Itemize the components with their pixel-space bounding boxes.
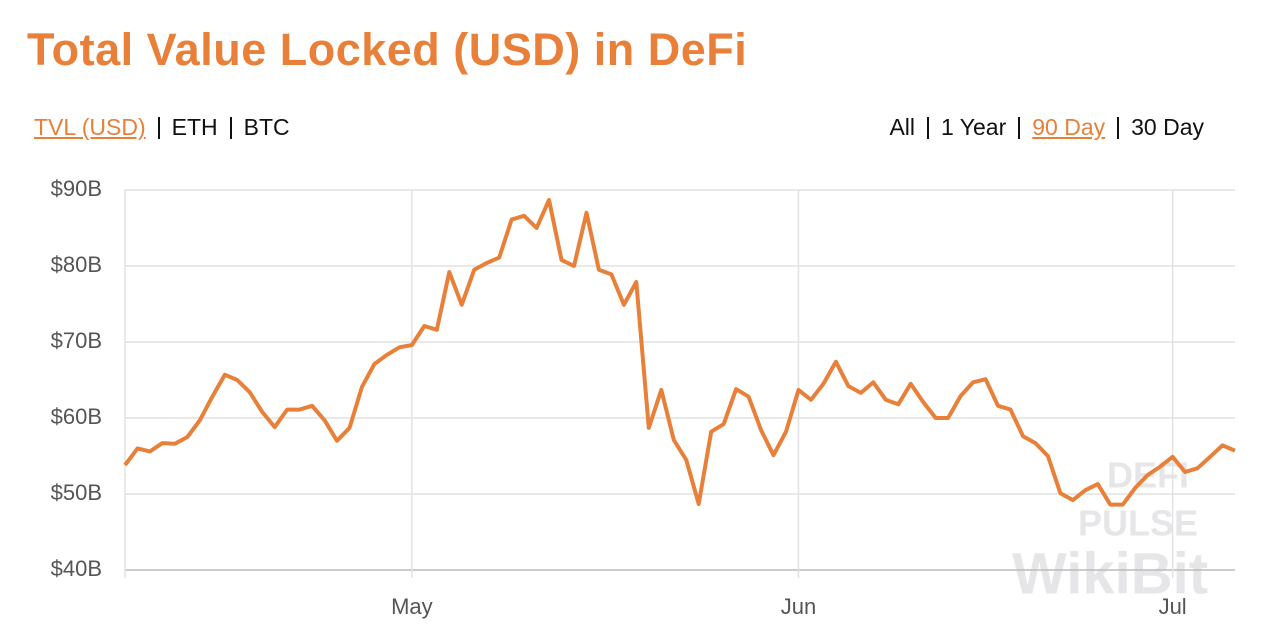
x-tick-label: May <box>391 594 433 619</box>
tab[interactable]: All <box>889 114 915 140</box>
y-tick-label: $60B <box>51 404 102 429</box>
tab[interactable]: ETH <box>171 114 218 140</box>
separator <box>1117 116 1120 139</box>
separator <box>229 116 232 139</box>
separator <box>1018 116 1021 139</box>
y-tick-label: $40B <box>51 556 102 581</box>
x-tick-label: Jul <box>1159 594 1187 619</box>
separator <box>157 116 160 139</box>
range-tabs: All 1 Year 90 Day 30 Day <box>889 114 1204 141</box>
y-tick-label: $50B <box>51 480 102 505</box>
watermark: PULSE <box>1078 503 1198 544</box>
view-tabs: TVL (USD) ETH BTC <box>34 114 290 141</box>
title: Total Value Locked (USD) in DeFi <box>27 24 748 75</box>
y-tick-label: $90B <box>51 176 102 201</box>
tab[interactable]: 90 Day <box>1032 114 1106 140</box>
watermark: WikiBit <box>1012 541 1208 606</box>
separator <box>927 116 929 139</box>
tab[interactable]: 1 Year <box>941 114 1007 140</box>
tab[interactable]: 30 Day <box>1131 114 1204 140</box>
tab[interactable]: TVL (USD) <box>34 114 146 140</box>
y-tick-label: $70B <box>51 328 102 353</box>
tab[interactable]: BTC <box>243 114 290 140</box>
line <box>123 197 1236 507</box>
x-tick-label: Jun <box>781 594 816 619</box>
y-tick-label: $80B <box>51 252 102 277</box>
